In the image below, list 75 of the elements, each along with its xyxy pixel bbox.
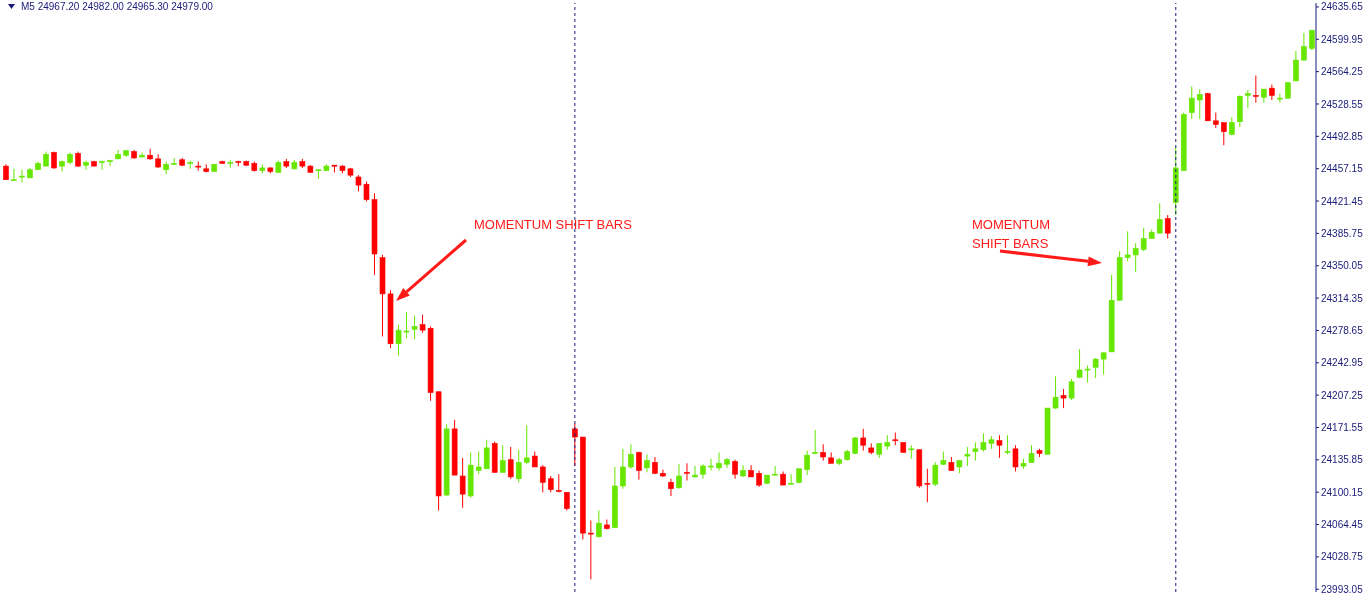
candlestick (1301, 32, 1307, 62)
y-tick-label: 24492.85 (1321, 130, 1364, 142)
candlestick (684, 462, 690, 482)
candlestick (564, 491, 570, 511)
candlestick (1012, 444, 1019, 472)
candlestick (11, 168, 17, 181)
annotation: MOMENTUM SHIFT BARS (972, 216, 1051, 253)
candlestick (596, 509, 602, 539)
candlestick (636, 451, 642, 481)
candlestick (539, 464, 546, 493)
candlestick (812, 429, 818, 455)
candlestick (1164, 214, 1171, 240)
candlestick (507, 446, 514, 480)
y-tick-label: 24100.15 (1321, 486, 1364, 498)
y-tick-label: 24171.55 (1321, 422, 1364, 434)
candlestick (483, 439, 490, 470)
candlestick (676, 463, 682, 490)
candlestick (83, 160, 89, 171)
y-tick-label: 24421.45 (1321, 195, 1364, 207)
candlestick (523, 424, 530, 465)
candlestick (59, 160, 65, 173)
y-tick-label: 24564.25 (1321, 66, 1364, 78)
candlestick (628, 443, 634, 470)
annotation: MOMENTUM SHIFT BARS (474, 216, 633, 234)
candlestick (772, 465, 778, 476)
candlestick (1277, 93, 1283, 104)
candlestick (804, 450, 810, 476)
y-tick-label: 24457.15 (1321, 163, 1364, 175)
candlestick (716, 451, 722, 472)
y-tick-label: 24635.65 (1321, 1, 1364, 13)
candlestick (860, 428, 867, 452)
candlestick (588, 519, 594, 580)
candlestick (1068, 378, 1075, 401)
candlestick (19, 169, 25, 183)
candlestick (668, 478, 674, 497)
candlestick (411, 315, 418, 340)
candlestick (1196, 88, 1203, 120)
y-tick-label: 24314.35 (1321, 292, 1364, 304)
candlestick (1188, 85, 1195, 120)
candlestick (99, 160, 105, 171)
y-tick-label: 24599.95 (1321, 33, 1364, 45)
candlestick (620, 448, 626, 490)
y-tick-label: 24135.85 (1321, 454, 1364, 466)
candlestick (692, 465, 698, 479)
y-tick-label: 24242.95 (1321, 357, 1364, 369)
candlestick (1221, 122, 1227, 146)
candlestick (1293, 50, 1299, 82)
candlestick (1269, 84, 1275, 101)
candlestick (1245, 89, 1251, 109)
candlestick (1004, 434, 1011, 455)
candlestick (1140, 227, 1147, 252)
candlestick (499, 444, 506, 473)
y-tick-label: 23993.05 (1321, 583, 1364, 595)
candlestick (708, 458, 714, 472)
y-tick-label: 24028.75 (1321, 551, 1364, 563)
y-tick-label: 24528.55 (1321, 98, 1364, 110)
y-tick-label: 24064.45 (1321, 519, 1364, 531)
y-tick-label: 24385.75 (1321, 227, 1364, 239)
candlestick (964, 446, 971, 467)
candlestick (644, 453, 650, 473)
candlestick (788, 473, 794, 485)
candlestick (924, 468, 931, 503)
candlestick (1253, 74, 1259, 104)
candlestick (1060, 388, 1067, 409)
y-tick-label: 24278.65 (1321, 324, 1364, 336)
candlestick (475, 451, 482, 475)
candlestick (996, 434, 1003, 459)
candlestick (1156, 202, 1163, 234)
y-tick-label: 24350.05 (1321, 260, 1364, 272)
chart-title: M5 24967.20 24982.00 24965.30 24979.00 (21, 1, 213, 12)
candlestick (515, 449, 522, 483)
candlestick (1132, 242, 1139, 273)
y-tick-label: 24207.25 (1321, 389, 1364, 401)
candlestick (732, 459, 738, 480)
candlestick (107, 159, 113, 167)
